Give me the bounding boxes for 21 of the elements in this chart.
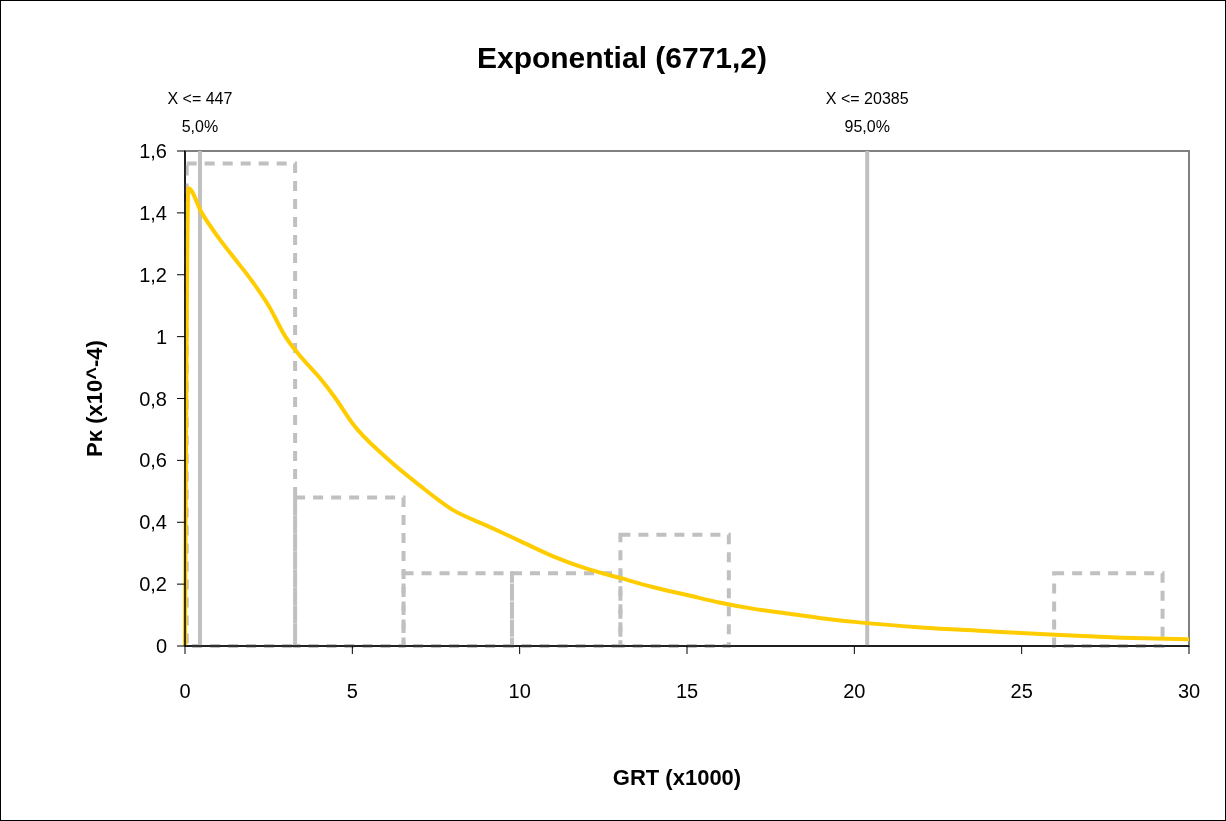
x-tick-label: 15 [675, 680, 699, 702]
x-tick-label: 20 [843, 680, 866, 702]
y-tick-label: 0,2 [139, 573, 167, 596]
ref-line-label: X <= 447 5,0% [167, 90, 233, 135]
x-tick-label: 25 [1010, 680, 1033, 702]
x-tick-label: 10 [508, 680, 531, 702]
chart-title: Exponential (6771,2) [476, 41, 768, 74]
y-tick-label: 0,4 [139, 511, 167, 534]
x-tick-label: 5 [346, 680, 358, 702]
x-tick-label: 30 [1177, 680, 1201, 702]
x-tick-label: 0 [179, 680, 191, 702]
y-axis-title: Pκ (x10^-4) [82, 340, 107, 457]
ref-line-label: X <= 20385 95,0% [825, 90, 909, 135]
y-tick-label: 0,8 [139, 387, 167, 410]
y-tick-label: 1 [155, 325, 167, 348]
x-axis-title: GRT (x1000) [612, 765, 742, 790]
y-tick-label: 0 [155, 635, 167, 657]
y-tick-label: 1,2 [139, 263, 167, 286]
y-tick-label: 1,4 [139, 201, 167, 224]
y-tick-label: 0,6 [139, 449, 167, 472]
y-tick-label: 1,6 [139, 140, 167, 162]
